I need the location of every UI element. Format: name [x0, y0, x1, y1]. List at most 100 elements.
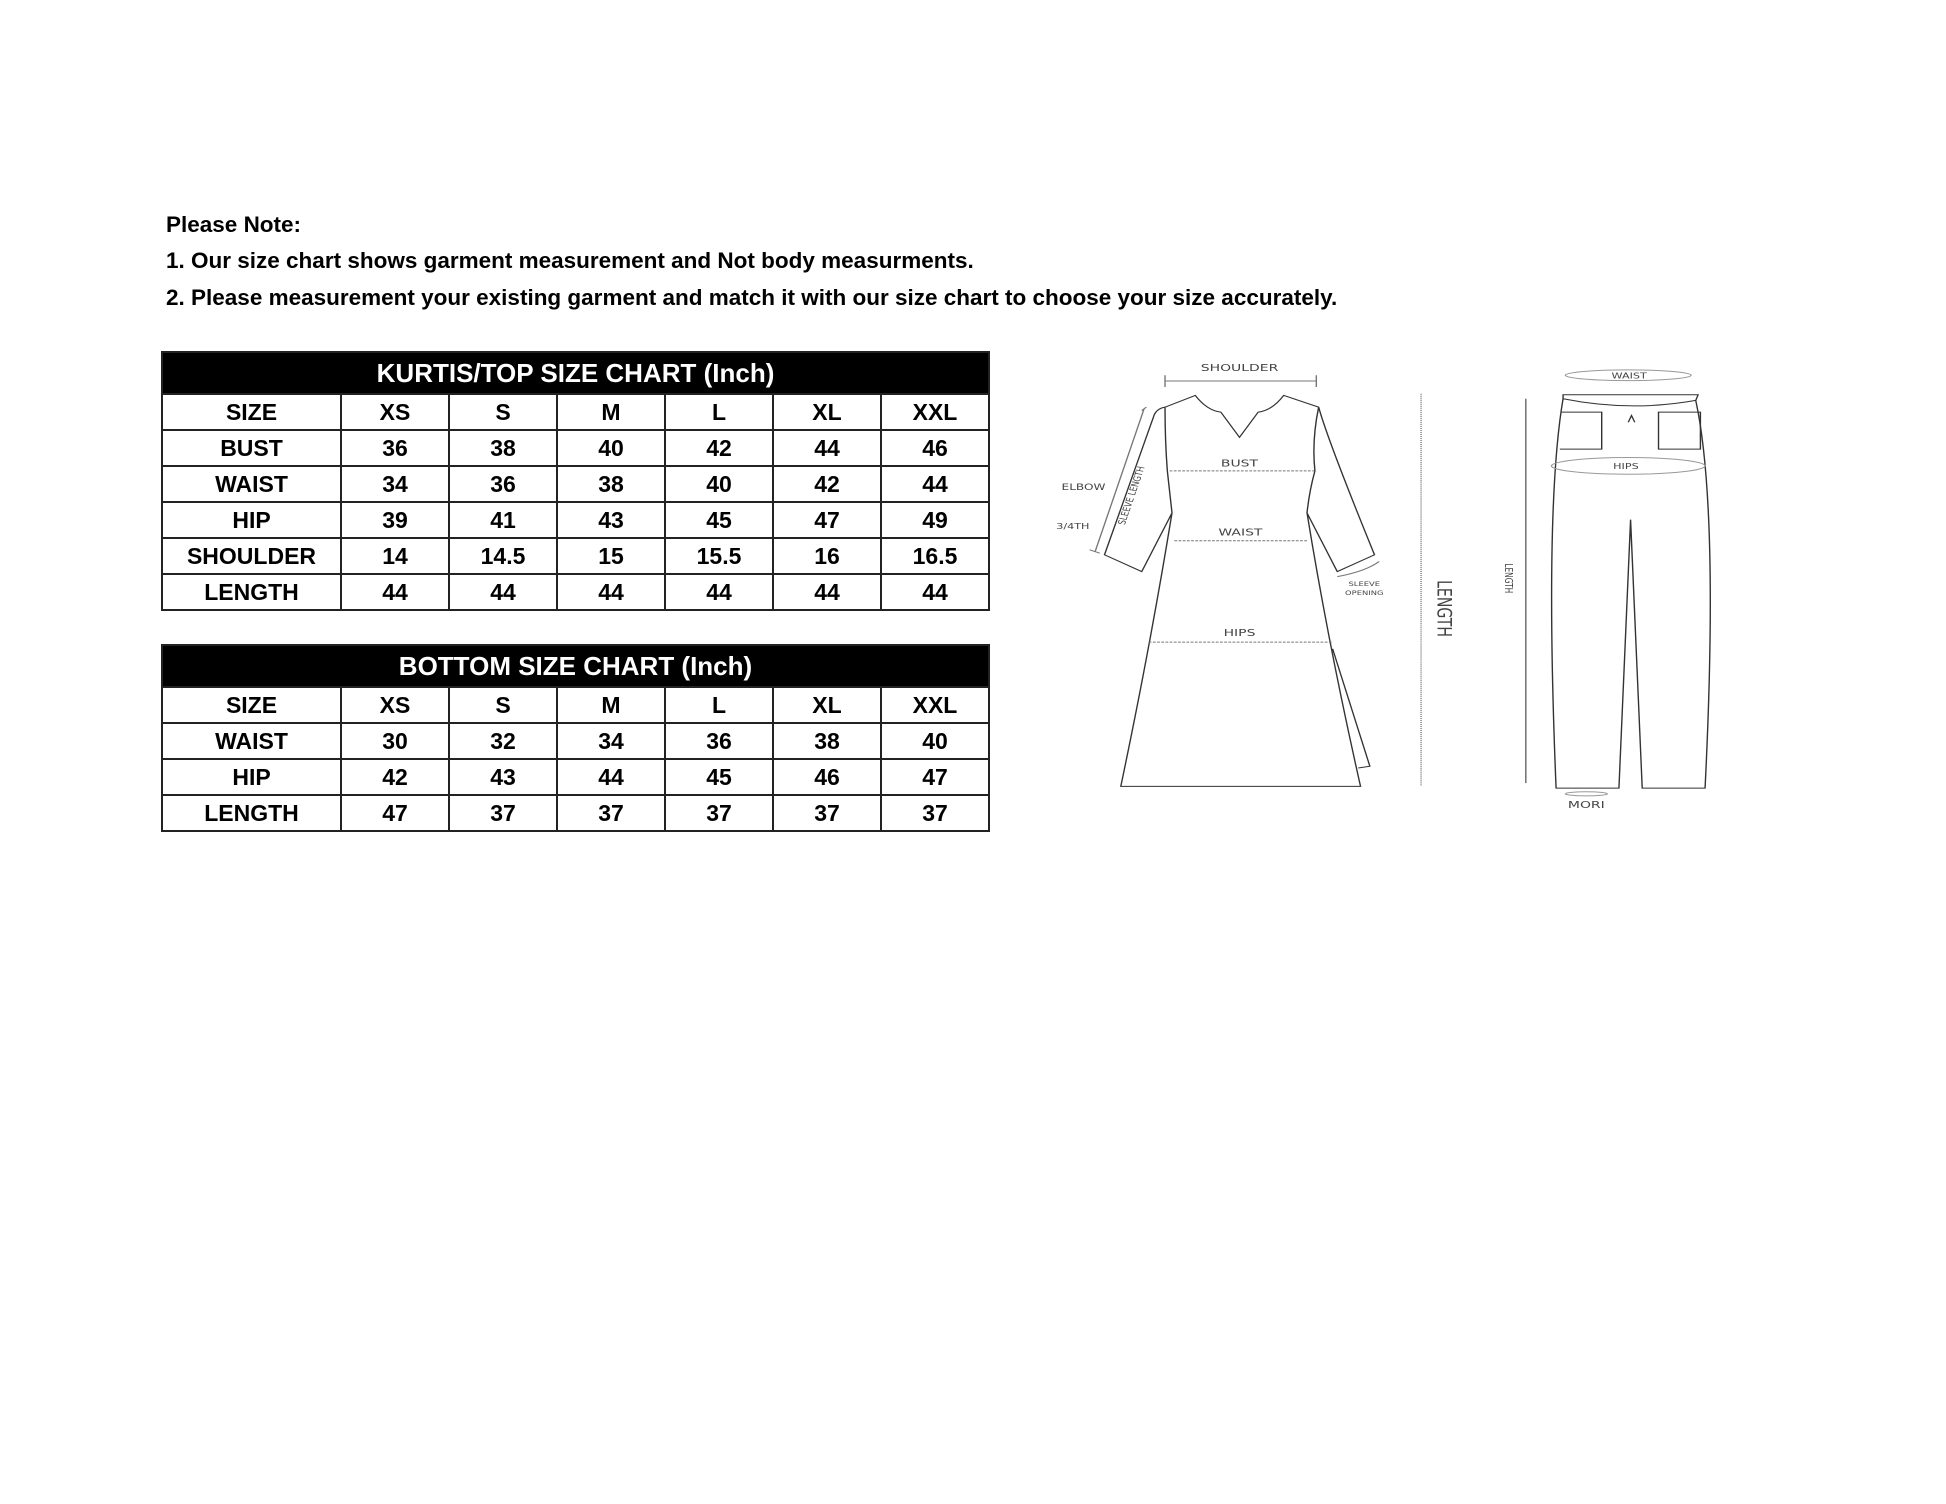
size-column-header: XXL: [880, 686, 990, 724]
measurement-value: 44: [772, 429, 882, 467]
measurement-value: 38: [772, 722, 882, 760]
measurement-row: LENGTH 47 37 37 37 37 37: [161, 794, 990, 832]
note-heading: Please Note:: [166, 212, 302, 237]
measurement-value: 44: [664, 573, 774, 611]
measurement-label: LENGTH: [161, 573, 342, 611]
measurement-value: 14.5: [448, 537, 558, 575]
measurement-label: WAIST: [161, 722, 342, 760]
measurement-value: 41: [448, 501, 558, 539]
label-sleeve-opening-2: OPENING: [1345, 589, 1384, 596]
measurement-value: 15: [556, 537, 666, 575]
measurement-value: 46: [772, 758, 882, 796]
kurta-labels: SHOULDER BUST WAIST HIPS ELBOW 3/4TH SLE…: [1056, 362, 1454, 639]
measurement-value: 36: [340, 429, 450, 467]
measurement-label: HIP: [161, 758, 342, 796]
measurement-value: 40: [664, 465, 774, 503]
size-column-header: M: [556, 393, 666, 431]
label-hips: HIPS: [1224, 627, 1256, 639]
label-waist: WAIST: [1218, 526, 1263, 538]
label-pants-waist: WAIST: [1612, 372, 1647, 381]
sleeve-opening-arc: [1337, 561, 1380, 578]
measurement-label: BUST: [161, 429, 342, 467]
label-three-fourth: 3/4TH: [1056, 522, 1089, 531]
pants-outline: [1550, 394, 1711, 789]
measurement-row: WAIST 34 36 38 40 42 44: [161, 465, 990, 503]
measurement-value: 45: [664, 501, 774, 539]
measurement-value: 40: [556, 429, 666, 467]
measurement-label: WAIST: [161, 465, 342, 503]
measurement-value: 47: [772, 501, 882, 539]
measurement-value: 30: [340, 722, 450, 760]
measurement-value: 44: [880, 573, 990, 611]
measurement-value: 14: [340, 537, 450, 575]
bottom-chart-title: BOTTOM SIZE CHART (Inch): [161, 644, 990, 688]
label-sleeve-opening-1: SLEEVE: [1348, 580, 1380, 587]
note-line-1: 1. Our size chart shows garment measurem…: [166, 248, 974, 273]
kurtis-chart-title: KURTIS/TOP SIZE CHART (Inch): [161, 351, 990, 395]
label-elbow: ELBOW: [1062, 483, 1107, 493]
measurement-value: 36: [448, 465, 558, 503]
measurement-value: 44: [448, 573, 558, 611]
measurement-value: 44: [880, 465, 990, 503]
measurement-value: 44: [556, 758, 666, 796]
measurement-value: 42: [772, 465, 882, 503]
measurement-value: 40: [880, 722, 990, 760]
measurement-value: 38: [448, 429, 558, 467]
size-column-header: S: [448, 393, 558, 431]
measurement-value: 42: [340, 758, 450, 796]
measurement-value: 34: [556, 722, 666, 760]
measurement-value: 38: [556, 465, 666, 503]
measurement-label: LENGTH: [161, 794, 342, 832]
label-kurta-length: LENGTH: [1432, 580, 1455, 637]
size-label: SIZE: [161, 393, 342, 431]
kurtis-top-size-chart: KURTIS/TOP SIZE CHART (Inch) SIZE XS S M L XL…: [161, 351, 990, 611]
shoulder-line: [1164, 375, 1318, 387]
label-pants-length: LENGTH: [1501, 563, 1512, 593]
size-column-header: XS: [340, 686, 450, 724]
measurement-value: 16.5: [880, 537, 990, 575]
measurement-value: 45: [664, 758, 774, 796]
size-column-header: XXL: [880, 393, 990, 431]
measurement-value: 37: [448, 794, 558, 832]
measurement-value: 42: [664, 429, 774, 467]
measurement-value: 49: [880, 501, 990, 539]
measurement-row: SHOULDER 14 14.5 15 15.5 16 16.5: [161, 537, 990, 575]
pants-labels: WAIST HIPS LENGTH MORI: [1501, 372, 1646, 811]
kurta-outline: [1103, 394, 1376, 787]
size-column-header: L: [664, 393, 774, 431]
measurement-value: 15.5: [664, 537, 774, 575]
pants-hips-ellipse: [1550, 456, 1706, 475]
sleeve-length-line: [1089, 406, 1147, 554]
measurement-row: HIP 39 41 43 45 47 49: [161, 501, 990, 539]
size-header-row: SIZE XS S M L XL XXL: [161, 686, 990, 724]
pants-illustration: [1550, 394, 1711, 789]
pants-pockets: [1559, 411, 1702, 450]
measurement-value: 44: [340, 573, 450, 611]
measurement-row: LENGTH 44 44 44 44 44 44: [161, 573, 990, 611]
measurement-value: 34: [340, 465, 450, 503]
measurement-value: 43: [448, 758, 558, 796]
label-shoulder: SHOULDER: [1201, 362, 1279, 374]
measurement-value: 36: [664, 722, 774, 760]
size-column-header: S: [448, 686, 558, 724]
drawstring: [1627, 414, 1636, 423]
label-bust: BUST: [1221, 457, 1259, 469]
measurement-value: 16: [772, 537, 882, 575]
size-column-header: M: [556, 686, 666, 724]
measurement-value: 37: [880, 794, 990, 832]
kurta-illustration: [1103, 394, 1376, 787]
measurement-value: 47: [340, 794, 450, 832]
label-pants-hips: HIPS: [1613, 463, 1639, 472]
measurement-value: 37: [772, 794, 882, 832]
measurement-value: 47: [880, 758, 990, 796]
bottom-size-chart: BOTTOM SIZE CHART (Inch) SIZE XS S M L XL XXL W…: [161, 644, 990, 832]
measurement-label: HIP: [161, 501, 342, 539]
measurement-value: 46: [880, 429, 990, 467]
measurement-value: 37: [664, 794, 774, 832]
size-column-header: XL: [772, 393, 882, 431]
size-header-row: SIZE XS S M L XL XXL: [161, 393, 990, 431]
pants-measure-lines: [1525, 369, 1706, 797]
size-label: SIZE: [161, 686, 342, 724]
pants-waist-ellipse: [1564, 369, 1692, 382]
measurement-value: 44: [556, 573, 666, 611]
